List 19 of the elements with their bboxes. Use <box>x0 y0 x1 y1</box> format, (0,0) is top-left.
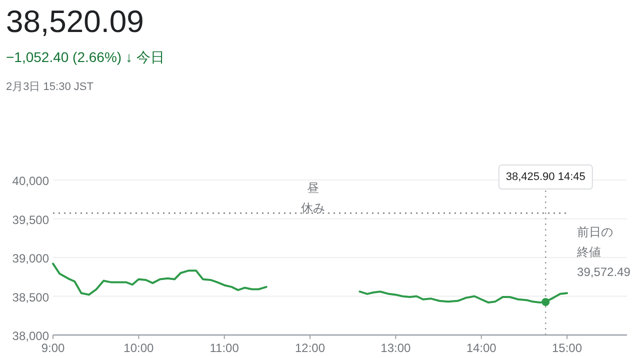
y-tick-label: 38,500 <box>12 290 50 304</box>
y-tick-label: 38,000 <box>12 329 50 343</box>
x-tick-label: 9:00 <box>41 341 65 355</box>
y-tick-label: 40,000 <box>12 174 50 188</box>
y-tick-label: 39,000 <box>12 252 50 266</box>
tooltip: 38,425.90 14:45 <box>498 164 593 190</box>
annotation: 昼休み <box>301 181 326 215</box>
text: 2月3日 15:30 JST <box>6 81 94 93</box>
ref-line-label: 前日の終値39,572.49 <box>576 225 631 280</box>
x-tick-label: 11:00 <box>210 341 240 355</box>
x-tick-label: 14:00 <box>466 341 497 355</box>
chart-subtitle: −1,052.40 (2.66%) ↓ 今日 <box>6 49 164 65</box>
chart-title: 38,520.09 <box>6 4 144 39</box>
x-tick-label: 10:00 <box>124 341 154 355</box>
x-tick-label: 12:00 <box>295 341 326 355</box>
y-tick-label: 39,500 <box>12 212 50 227</box>
x-tick-label: 15:00 <box>552 341 582 355</box>
annotation: 38,425.90 14:45 <box>506 171 586 183</box>
x-tick-label: 13:00 <box>380 341 412 355</box>
